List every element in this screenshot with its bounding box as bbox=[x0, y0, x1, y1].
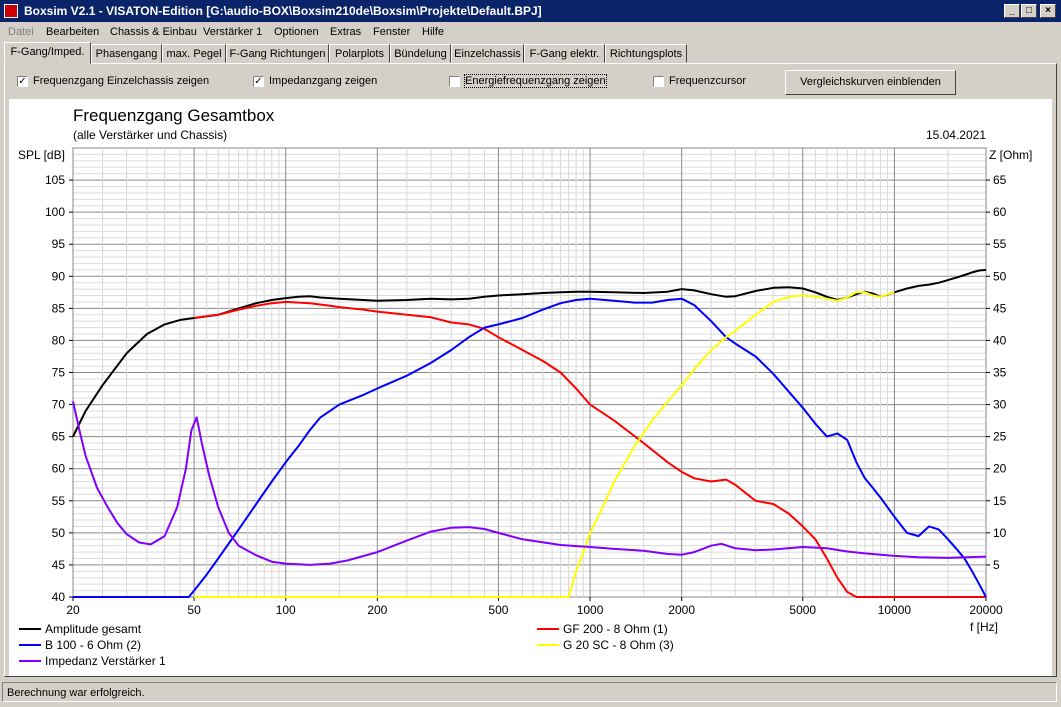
y2-tick-label: 40 bbox=[993, 333, 1007, 347]
curve-impedanz bbox=[72, 401, 987, 566]
tab-bar: F-Gang/Imped. Phasengang max. Pegel F-Ga… bbox=[0, 42, 1061, 64]
minimize-button[interactable]: _ bbox=[1004, 4, 1020, 18]
tab-richtungsplots[interactable]: Richtungsplots bbox=[605, 44, 687, 63]
option-label-einzelchassis[interactable]: Frequenzgang Einzelchassis zeigen bbox=[33, 75, 210, 87]
tab-einzelchassis[interactable]: Einzelchassis bbox=[451, 44, 524, 63]
y-tick-label: 60 bbox=[52, 462, 66, 476]
y-tick-label: 70 bbox=[52, 398, 66, 412]
y2-tick-label: 60 bbox=[993, 205, 1007, 219]
y2-tick-label: 45 bbox=[993, 301, 1007, 315]
menu-fenster[interactable]: Fenster bbox=[373, 26, 411, 38]
y2-tick-label: 20 bbox=[993, 462, 1007, 476]
tab-max-pegel[interactable]: max. Pegel bbox=[162, 44, 226, 63]
menu-hilfe[interactable]: Hilfe bbox=[422, 26, 445, 38]
tab-phasengang[interactable]: Phasengang bbox=[91, 44, 162, 63]
menu-verstaerker[interactable]: Verstärker 1 bbox=[203, 26, 263, 38]
status-bar: Berechnung war erfolgreich. bbox=[0, 681, 1061, 705]
legend-amplitude-gesamt-label: Amplitude gesamt bbox=[45, 622, 142, 636]
y-tick-label: 45 bbox=[52, 558, 66, 572]
option-label-impedanzgang[interactable]: Impedanzgang zeigen bbox=[269, 75, 378, 87]
x-tick-label: 100 bbox=[276, 603, 296, 617]
x-tick-label: 500 bbox=[488, 603, 508, 617]
y-tick-label: 105 bbox=[45, 173, 65, 187]
y2-tick-label: 10 bbox=[993, 526, 1007, 540]
curve-g20sc bbox=[194, 291, 895, 598]
x-tick-label: 10000 bbox=[878, 603, 912, 617]
close-button[interactable]: × bbox=[1040, 4, 1056, 18]
compare-curves-button[interactable]: Vergleichskurven einblenden bbox=[785, 70, 956, 95]
y-axis-label: SPL [dB] bbox=[18, 148, 65, 162]
y-tick-label: 90 bbox=[52, 269, 66, 283]
chart-subtitle: (alle Verstärker und Chassis) bbox=[73, 128, 227, 142]
app-icon[interactable] bbox=[4, 4, 18, 18]
x-tick-label: 2000 bbox=[668, 603, 695, 617]
x-tick-label: 5000 bbox=[789, 603, 816, 617]
menu-bearbeiten[interactable]: Bearbeiten bbox=[46, 26, 100, 38]
y-tick-label: 100 bbox=[45, 205, 65, 219]
y-tick-label: 95 bbox=[52, 237, 66, 251]
curve-gf200 bbox=[193, 300, 986, 598]
menu-chassis-einbau[interactable]: Chassis & Einbau bbox=[110, 26, 197, 38]
tab-f-gang-elektr[interactable]: F-Gang elektr. bbox=[524, 44, 605, 63]
y2-tick-label: 30 bbox=[993, 398, 1007, 412]
y-tick-label: 75 bbox=[52, 366, 66, 380]
chart-title: Frequenzgang Gesamtbox bbox=[73, 106, 275, 125]
title-bar: Boxsim V2.1 - VISATON-Edition [G:\audio-… bbox=[0, 0, 1061, 22]
option-label-energiefrequenzgang[interactable]: Energiefrequenzgang zeigen bbox=[464, 74, 607, 88]
tab-buendelung[interactable]: Bündelung bbox=[390, 44, 451, 63]
menu-bar: Datei Bearbeiten Chassis & Einbau Verstä… bbox=[0, 22, 1061, 42]
y-tick-label: 65 bbox=[52, 430, 66, 444]
menu-extras[interactable]: Extras bbox=[330, 26, 362, 38]
x-axis-label: f [Hz] bbox=[970, 620, 998, 634]
y-tick-label: 40 bbox=[52, 590, 66, 604]
legend: Amplitude gesamt GF 200 - 8 Ohm (1) B 100 … bbox=[19, 622, 674, 668]
y-tick-label: 55 bbox=[52, 494, 66, 508]
menu-optionen[interactable]: Optionen bbox=[274, 26, 319, 38]
y-tick-label: 50 bbox=[52, 526, 66, 540]
y2-tick-label: 15 bbox=[993, 494, 1007, 508]
legend-b100-label: B 100 - 6 Ohm (2) bbox=[45, 638, 141, 652]
tab-panel bbox=[4, 63, 1057, 677]
window-title: Boxsim V2.1 - VISATON-Edition [G:\audio-… bbox=[24, 4, 542, 18]
y2-tick-label: 55 bbox=[993, 237, 1007, 251]
legend-g20sc-label: G 20 SC - 8 Ohm (3) bbox=[563, 638, 674, 652]
x-tick-label: 20 bbox=[66, 603, 80, 617]
checkbox-impedanzgang[interactable]: ✓ bbox=[253, 76, 264, 87]
legend-gf200-label: GF 200 - 8 Ohm (1) bbox=[563, 622, 668, 636]
y2-tick-label: 50 bbox=[993, 269, 1007, 283]
frequency-response-chart: 20 50 100 200 500 1000 2000 5000 10000 20000 40 45 5… bbox=[18, 106, 1032, 668]
option-label-frequenzcursor[interactable]: Frequenzcursor bbox=[669, 75, 747, 87]
status-text: Berechnung war erfolgreich. bbox=[2, 682, 1057, 702]
x-tick-label: 20000 bbox=[969, 603, 1003, 617]
maximize-button[interactable]: □ bbox=[1021, 4, 1037, 18]
x-tick-label: 200 bbox=[367, 603, 387, 617]
y2-tick-label: 5 bbox=[993, 558, 1000, 572]
y-tick-label: 85 bbox=[52, 301, 66, 315]
x-tick-label: 50 bbox=[187, 603, 201, 617]
plot-area: 20 50 100 200 500 1000 2000 5000 10000 20000 40 45 5… bbox=[9, 99, 1052, 676]
legend-impedanz-label: Impedanz Verstärker 1 bbox=[45, 654, 166, 668]
curve-amplitude-gesamt bbox=[72, 268, 987, 438]
checkbox-energiefrequenzgang[interactable] bbox=[449, 76, 460, 87]
chart-date: 15.04.2021 bbox=[926, 128, 986, 142]
checkbox-frequenzcursor[interactable] bbox=[653, 76, 664, 87]
menu-datei[interactable]: Datei bbox=[8, 26, 34, 38]
y-tick-label: 80 bbox=[52, 333, 66, 347]
options-bar: ✓ Frequenzgang Einzelchassis zeigen ✓ Im… bbox=[10, 70, 1051, 97]
y2-tick-label: 65 bbox=[993, 173, 1007, 187]
tab-f-gang-richtungen[interactable]: F-Gang Richtungen bbox=[226, 44, 329, 63]
curve-b100 bbox=[73, 297, 987, 598]
y2-axis-label: Z [Ohm] bbox=[989, 148, 1032, 162]
y2-tick-label: 35 bbox=[993, 366, 1007, 380]
x-tick-label: 1000 bbox=[577, 603, 604, 617]
y2-tick-label: 25 bbox=[993, 430, 1007, 444]
checkbox-einzelchassis[interactable]: ✓ bbox=[17, 76, 28, 87]
tab-f-gang-imped[interactable]: F-Gang/Imped. bbox=[4, 42, 91, 64]
tab-polarplots[interactable]: Polarplots bbox=[329, 44, 390, 63]
